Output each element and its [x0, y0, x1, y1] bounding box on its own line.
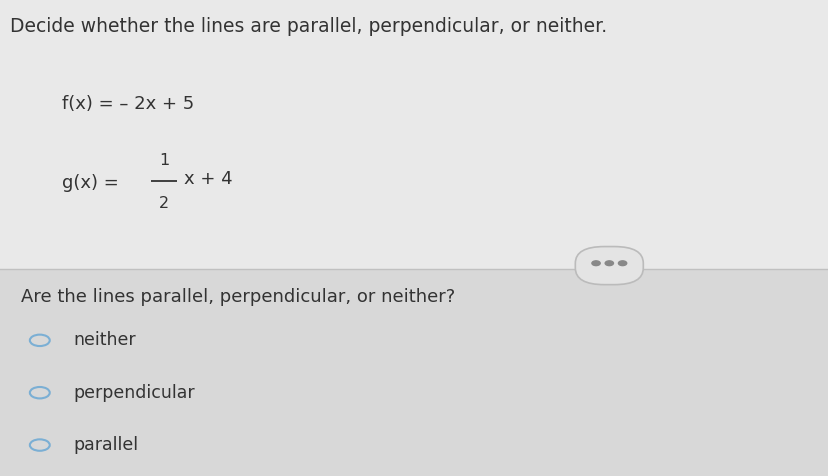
Text: 2: 2: [159, 196, 169, 211]
Text: parallel: parallel: [73, 436, 138, 454]
Text: g(x) =: g(x) =: [62, 174, 124, 192]
Circle shape: [604, 261, 613, 266]
Circle shape: [591, 261, 599, 266]
Text: neither: neither: [73, 331, 136, 349]
Text: x + 4: x + 4: [184, 170, 233, 188]
FancyBboxPatch shape: [0, 269, 828, 476]
Text: Are the lines parallel, perpendicular, or neither?: Are the lines parallel, perpendicular, o…: [21, 288, 455, 306]
Circle shape: [618, 261, 626, 266]
FancyBboxPatch shape: [575, 247, 643, 285]
Text: Decide whether the lines are parallel, perpendicular, or neither.: Decide whether the lines are parallel, p…: [10, 17, 606, 36]
Text: 1: 1: [159, 153, 169, 168]
Text: perpendicular: perpendicular: [73, 384, 195, 402]
FancyBboxPatch shape: [0, 0, 828, 269]
Text: f(x) = – 2x + 5: f(x) = – 2x + 5: [62, 95, 195, 113]
